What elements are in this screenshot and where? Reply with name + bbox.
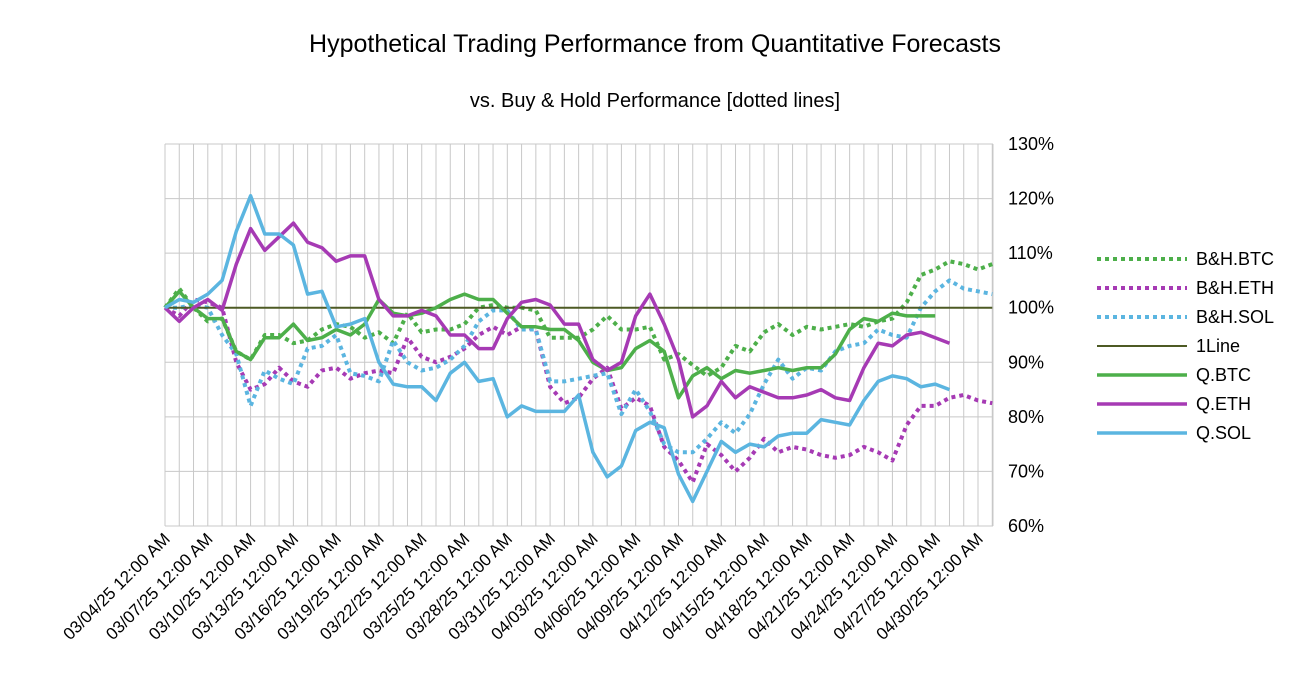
series-line-q-eth [163,221,951,419]
y-tick-label: 70% [1008,461,1044,481]
series-line-q-btc [163,289,936,400]
series-group [163,194,994,504]
chart-title: Hypothetical Trading Performance from Qu… [309,30,1001,58]
grid [164,143,994,527]
y-tick-label: 80% [1008,407,1044,427]
legend-label-q-btc: Q.BTC [1196,365,1251,385]
legend-label-q-eth: Q.ETH [1196,394,1251,414]
legend-label-q-sol: Q.SOL [1196,423,1251,443]
y-axis: 60% 70% 80% 90% 100% 110% 120% 130% [1008,134,1054,536]
legend-label-b-h-btc: B&H.BTC [1196,249,1274,269]
y-tick-label: 110% [1008,243,1053,263]
legend-label-b-h-eth: B&H.ETH [1196,278,1274,298]
y-tick-label: 130% [1008,134,1054,154]
y-tick-label: 60% [1008,516,1044,536]
series-line-q-sol [164,194,951,504]
legend-label-b-h-sol: B&H.SOL [1196,307,1274,327]
y-tick-label: 120% [1008,189,1054,209]
series-line-b-h-sol [165,278,993,455]
legend-label-1line: 1Line [1196,336,1240,356]
chart-subtitle: vs. Buy & Hold Performance [dotted lines… [470,90,840,112]
y-tick-label: 90% [1008,352,1044,372]
y-tick-label: 100% [1008,298,1054,318]
legend: B&H.BTC B&H.ETH B&H.SOL 1Line Q.BTC Q.ETH Q.SO… [1097,249,1274,443]
